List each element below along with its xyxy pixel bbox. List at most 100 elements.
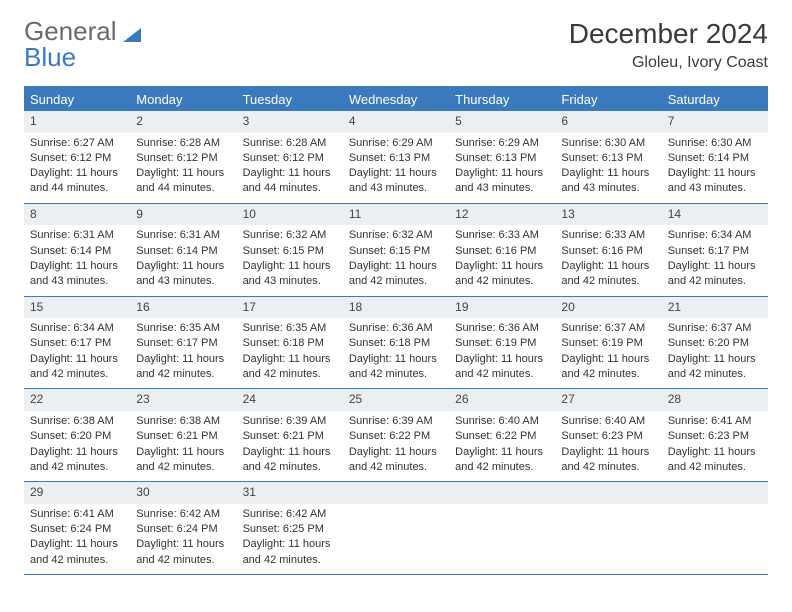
daylight-line2: and 43 minutes. [561,181,655,195]
sunset-text: Sunset: 6:24 PM [136,522,230,536]
day-cell: 8Sunrise: 6:31 AMSunset: 6:14 PMDaylight… [24,204,130,296]
daylight-line2: and 44 minutes. [136,181,230,195]
day-cell: 9Sunrise: 6:31 AMSunset: 6:14 PMDaylight… [130,204,236,296]
sunrise-text: Sunrise: 6:36 AM [349,321,443,335]
sunset-text: Sunset: 6:23 PM [561,429,655,443]
day-number: 13 [555,204,661,226]
daylight-line2: and 42 minutes. [136,553,230,567]
daylight-line2: and 42 minutes. [136,460,230,474]
week-row: 15Sunrise: 6:34 AMSunset: 6:17 PMDayligh… [24,297,768,390]
day-number: 26 [449,389,555,411]
day-body: Sunrise: 6:42 AMSunset: 6:25 PMDaylight:… [237,504,343,574]
title-block: December 2024 Gloleu, Ivory Coast [569,18,768,72]
daylight-line2: and 42 minutes. [243,460,337,474]
empty-day [343,482,449,504]
day-cell: 7Sunrise: 6:30 AMSunset: 6:14 PMDaylight… [662,111,768,203]
day-body: Sunrise: 6:34 AMSunset: 6:17 PMDaylight:… [662,225,768,295]
day-cell: 2Sunrise: 6:28 AMSunset: 6:12 PMDaylight… [130,111,236,203]
sunrise-text: Sunrise: 6:33 AM [455,228,549,242]
sunset-text: Sunset: 6:20 PM [30,429,124,443]
logo: General Blue [24,18,141,70]
daylight-line2: and 42 minutes. [349,460,443,474]
day-number: 30 [130,482,236,504]
calendar: Sunday Monday Tuesday Wednesday Thursday… [24,86,768,575]
daylight-line1: Daylight: 11 hours [668,352,762,366]
sunrise-text: Sunrise: 6:42 AM [243,507,337,521]
day-cell [555,482,661,574]
day-body: Sunrise: 6:33 AMSunset: 6:16 PMDaylight:… [449,225,555,295]
daylight-line2: and 42 minutes. [349,274,443,288]
day-number: 24 [237,389,343,411]
sunset-text: Sunset: 6:14 PM [136,244,230,258]
day-body: Sunrise: 6:41 AMSunset: 6:24 PMDaylight:… [24,504,130,574]
day-number: 3 [237,111,343,133]
day-number: 29 [24,482,130,504]
sunrise-text: Sunrise: 6:27 AM [30,136,124,150]
sunrise-text: Sunrise: 6:28 AM [136,136,230,150]
day-body: Sunrise: 6:27 AMSunset: 6:12 PMDaylight:… [24,133,130,203]
day-cell: 27Sunrise: 6:40 AMSunset: 6:23 PMDayligh… [555,389,661,481]
weekday-thu: Thursday [449,88,555,111]
sunset-text: Sunset: 6:23 PM [668,429,762,443]
sunrise-text: Sunrise: 6:37 AM [561,321,655,335]
daylight-line2: and 42 minutes. [243,367,337,381]
day-cell: 10Sunrise: 6:32 AMSunset: 6:15 PMDayligh… [237,204,343,296]
week-row: 8Sunrise: 6:31 AMSunset: 6:14 PMDaylight… [24,204,768,297]
sunset-text: Sunset: 6:18 PM [243,336,337,350]
weekday-fri: Friday [555,88,661,111]
day-body: Sunrise: 6:28 AMSunset: 6:12 PMDaylight:… [237,133,343,203]
day-body: Sunrise: 6:29 AMSunset: 6:13 PMDaylight:… [343,133,449,203]
day-body: Sunrise: 6:37 AMSunset: 6:20 PMDaylight:… [662,318,768,388]
sunset-text: Sunset: 6:15 PM [243,244,337,258]
daylight-line2: and 42 minutes. [561,460,655,474]
sunset-text: Sunset: 6:20 PM [668,336,762,350]
day-number: 1 [24,111,130,133]
day-number: 4 [343,111,449,133]
sunset-text: Sunset: 6:21 PM [243,429,337,443]
day-cell: 22Sunrise: 6:38 AMSunset: 6:20 PMDayligh… [24,389,130,481]
daylight-line1: Daylight: 11 hours [349,166,443,180]
day-body: Sunrise: 6:28 AMSunset: 6:12 PMDaylight:… [130,133,236,203]
day-cell: 30Sunrise: 6:42 AMSunset: 6:24 PMDayligh… [130,482,236,574]
sunrise-text: Sunrise: 6:40 AM [455,414,549,428]
day-body: Sunrise: 6:35 AMSunset: 6:17 PMDaylight:… [130,318,236,388]
day-body: Sunrise: 6:40 AMSunset: 6:22 PM Daylight:… [449,411,555,481]
daylight-line2: and 43 minutes. [455,181,549,195]
weekday-mon: Monday [130,88,236,111]
sunset-text: Sunset: 6:13 PM [349,151,443,165]
sunset-text: Sunset: 6:17 PM [668,244,762,258]
sunrise-text: Sunrise: 6:30 AM [561,136,655,150]
sunrise-text: Sunrise: 6:29 AM [455,136,549,150]
day-body: Sunrise: 6:31 AMSunset: 6:14 PMDaylight:… [24,225,130,295]
daylight-line1: Daylight: 11 hours [561,166,655,180]
daylight-line1: Daylight: 11 hours [561,352,655,366]
sunrise-text: Sunrise: 6:38 AM [30,414,124,428]
day-body: Sunrise: 6:30 AMSunset: 6:13 PMDaylight:… [555,133,661,203]
day-cell: 4Sunrise: 6:29 AMSunset: 6:13 PMDaylight… [343,111,449,203]
header: General Blue December 2024 Gloleu, Ivory… [24,18,768,72]
daylight-line1: Daylight: 11 hours [243,166,337,180]
day-cell: 23Sunrise: 6:38 AMSunset: 6:21 PMDayligh… [130,389,236,481]
daylight-line1: Daylight: 11 hours [30,259,124,273]
sunrise-text: Sunrise: 6:31 AM [30,228,124,242]
day-body: Sunrise: 6:42 AMSunset: 6:24 PMDaylight:… [130,504,236,574]
day-cell: 17Sunrise: 6:35 AMSunset: 6:18 PMDayligh… [237,297,343,389]
month-title: December 2024 [569,18,768,50]
daylight-line1: Daylight: 11 hours [455,445,549,459]
sunset-text: Sunset: 6:21 PM [136,429,230,443]
day-cell: 19Sunrise: 6:36 AMSunset: 6:19 PMDayligh… [449,297,555,389]
sunset-text: Sunset: 6:19 PM [561,336,655,350]
daylight-line2: and 43 minutes. [30,274,124,288]
day-cell: 13Sunrise: 6:33 AMSunset: 6:16 PMDayligh… [555,204,661,296]
day-cell: 11Sunrise: 6:32 AMSunset: 6:15 PMDayligh… [343,204,449,296]
sunrise-text: Sunrise: 6:35 AM [243,321,337,335]
sunrise-text: Sunrise: 6:28 AM [243,136,337,150]
daylight-line1: Daylight: 11 hours [136,352,230,366]
day-cell: 26 Sunrise: 6:40 AMSunset: 6:22 PM Dayligh… [449,389,555,481]
day-number: 27 [555,389,661,411]
sunrise-text: Sunrise: 6:34 AM [668,228,762,242]
sunset-text: Sunset: 6:22 PM [455,429,549,443]
week-row: 29Sunrise: 6:41 AMSunset: 6:24 PMDayligh… [24,482,768,575]
daylight-line2: and 44 minutes. [243,181,337,195]
day-cell [662,482,768,574]
